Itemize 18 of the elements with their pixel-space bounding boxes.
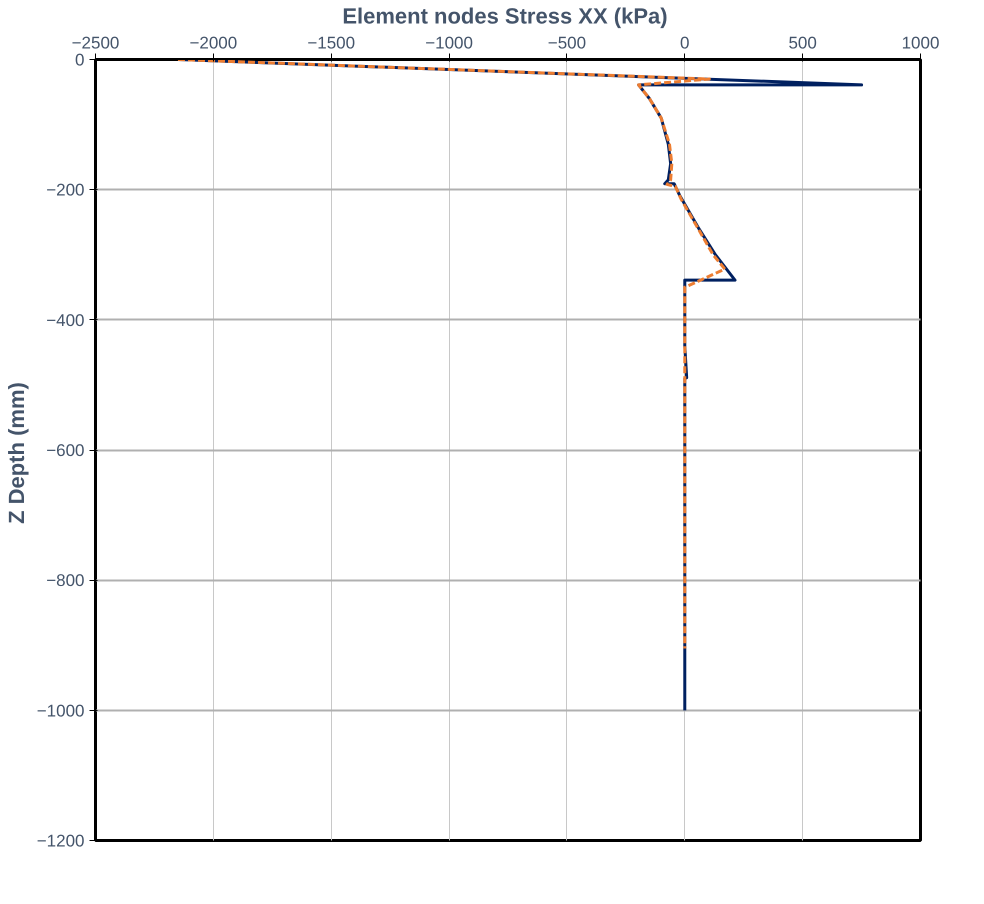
x-tick-label: 500	[788, 34, 817, 52]
y-tick-label: −1000	[36, 701, 85, 720]
y-tick-label: −1200	[36, 832, 85, 850]
x-tick-label: −1500	[307, 34, 356, 52]
x-tick-label: −2500	[72, 34, 120, 52]
x-tick-label: −500	[548, 34, 586, 52]
y-tick-label: −200	[46, 180, 85, 200]
y-tick-label: −600	[46, 441, 85, 460]
x-axis-title: Element nodes Stress XX (kPa)	[342, 4, 668, 28]
x-tick-label: −2000	[189, 34, 238, 52]
y-tick-label: −800	[46, 571, 85, 590]
y-axis-title: Z Depth (mm)	[4, 382, 29, 524]
x-tick-label: −1000	[425, 34, 473, 52]
x-tick-label: 1000	[902, 34, 940, 52]
y-tick-label: −400	[46, 310, 85, 330]
line-series	[176, 60, 726, 650]
y-tick-label: 0	[75, 50, 85, 70]
x-tick-label: 0	[680, 34, 690, 52]
